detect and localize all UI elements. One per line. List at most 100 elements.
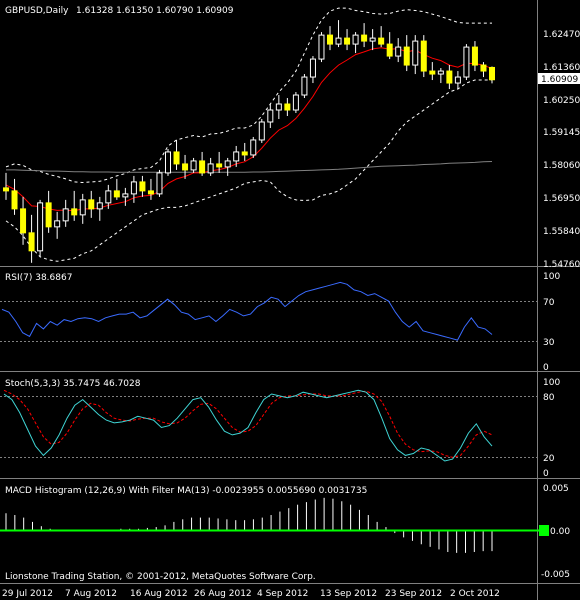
- macd-histogram-panel[interactable]: MACD Histogram (12,26,9) With Filter MA(…: [0, 484, 570, 582]
- candle: [378, 26, 385, 48]
- rsi-level-label: 100: [543, 272, 560, 282]
- price-tick-label: 1.56950: [543, 194, 580, 204]
- candle-body: [11, 190, 18, 210]
- candle-body: [3, 187, 9, 192]
- current-price-label: 1.60909: [541, 75, 578, 85]
- main-price-panel[interactable]: GBPUSD,Daily 1.61328 1.61350 1.60790 1.6…: [3, 6, 580, 270]
- date-tick-label: 23 Sep 2012: [385, 589, 442, 599]
- candle: [113, 178, 120, 200]
- stoch-main-polyline: [3, 389, 493, 462]
- time-axis: 29 Jul 2012 7 Aug 2012 16 Aug 2012 26 Au…: [2, 589, 500, 599]
- candle: [62, 199, 69, 227]
- rsi-level-label: 30: [543, 338, 555, 348]
- candle: [130, 175, 137, 203]
- candle: [454, 71, 461, 90]
- candle: [190, 157, 197, 173]
- candle-body: [361, 34, 368, 42]
- candle-body: [139, 181, 146, 192]
- candle: [344, 29, 351, 51]
- macd-level-label: -0.005: [541, 570, 570, 580]
- candle: [54, 211, 61, 239]
- candle: [352, 32, 359, 54]
- copyright-text: Lionstone Trading Station, © 2001-2012, …: [5, 572, 316, 582]
- candle-body: [292, 94, 299, 111]
- candle-body: [275, 103, 282, 111]
- candle-body: [156, 172, 163, 195]
- stoch-header: Stoch(5,3,3) 35.7475 46.7028: [5, 379, 141, 389]
- candle-body: [113, 190, 120, 198]
- stoch-level-label: 0: [543, 469, 549, 479]
- candle: [275, 95, 282, 119]
- candle: [233, 145, 240, 167]
- rsi-polyline: [1, 281, 493, 341]
- candle-body: [412, 40, 419, 66]
- candle: [156, 169, 163, 197]
- candle: [369, 29, 376, 51]
- candle: [446, 65, 453, 90]
- candle: [267, 104, 274, 128]
- price-tick-label: 1.58060: [543, 161, 580, 171]
- date-tick-label: 7 Aug 2012: [65, 589, 117, 599]
- date-tick-label: 2 Oct 2012: [450, 589, 500, 599]
- candle-body: [489, 66, 495, 81]
- current-price-marker: 1.60909: [538, 73, 580, 85]
- candle-body: [173, 151, 180, 165]
- stochastic-panel[interactable]: Stoch(5,3,3) 35.7475 46.7028 100 80 20 0: [0, 378, 560, 479]
- candle-body: [454, 76, 461, 84]
- price-tick-label: 1.55840: [543, 227, 580, 237]
- rsi-level-label: 70: [543, 298, 555, 308]
- candle-body: [199, 160, 206, 174]
- candle-body: [437, 70, 444, 75]
- candle-body: [420, 40, 427, 72]
- price-axis: 1.62470 1.61360 1.60250 1.59145 1.58060 …: [543, 30, 580, 270]
- candle: [182, 154, 189, 179]
- candle: [20, 196, 27, 245]
- candle: [3, 172, 9, 200]
- candle: [471, 41, 478, 72]
- candle-body: [165, 151, 171, 174]
- candle-body: [344, 37, 351, 45]
- candle-body: [284, 103, 291, 111]
- candle-body: [147, 190, 154, 195]
- candle-body: [20, 208, 27, 234]
- rsi-header: RSI(7) 38.6867: [5, 273, 72, 283]
- date-tick-label: 26 Aug 2012: [194, 589, 252, 599]
- price-tick-label: 1.62470: [543, 30, 580, 40]
- macd-histogram-bars: [5, 497, 493, 553]
- candle: [318, 32, 325, 63]
- candle-body: [327, 34, 333, 45]
- candle: [122, 187, 129, 206]
- candle: [395, 38, 402, 63]
- candle-body: [28, 232, 35, 252]
- candle: [292, 92, 299, 113]
- candle-body: [241, 151, 248, 156]
- candle: [199, 151, 206, 176]
- price-tick-label: 1.61360: [543, 63, 580, 73]
- candle-body: [216, 163, 223, 168]
- candle: [139, 175, 146, 197]
- stoch-signal-line: [3, 389, 493, 458]
- candle-body: [335, 37, 342, 45]
- candle: [335, 20, 342, 48]
- candle-body: [37, 202, 44, 252]
- current-price-box: [538, 73, 580, 84]
- candle: [79, 193, 86, 224]
- candle-body: [369, 37, 376, 42]
- candle: [241, 142, 248, 161]
- candle-body: [386, 43, 393, 57]
- candle: [224, 157, 231, 176]
- symbol-label: GBPUSD,Daily: [5, 6, 69, 16]
- candle: [207, 157, 214, 176]
- candle: [28, 214, 35, 263]
- candle-body: [71, 208, 78, 216]
- price-tick-label: 1.54760: [543, 260, 580, 270]
- candle: [250, 136, 257, 158]
- moving-average-gray: [6, 161, 493, 173]
- stoch-signal-polyline: [3, 389, 493, 458]
- candle-body: [429, 70, 436, 75]
- candle: [88, 190, 95, 218]
- candle-body: [378, 37, 385, 45]
- rsi-panel[interactable]: RSI(7) 38.6867 100 70 30 0: [0, 272, 560, 373]
